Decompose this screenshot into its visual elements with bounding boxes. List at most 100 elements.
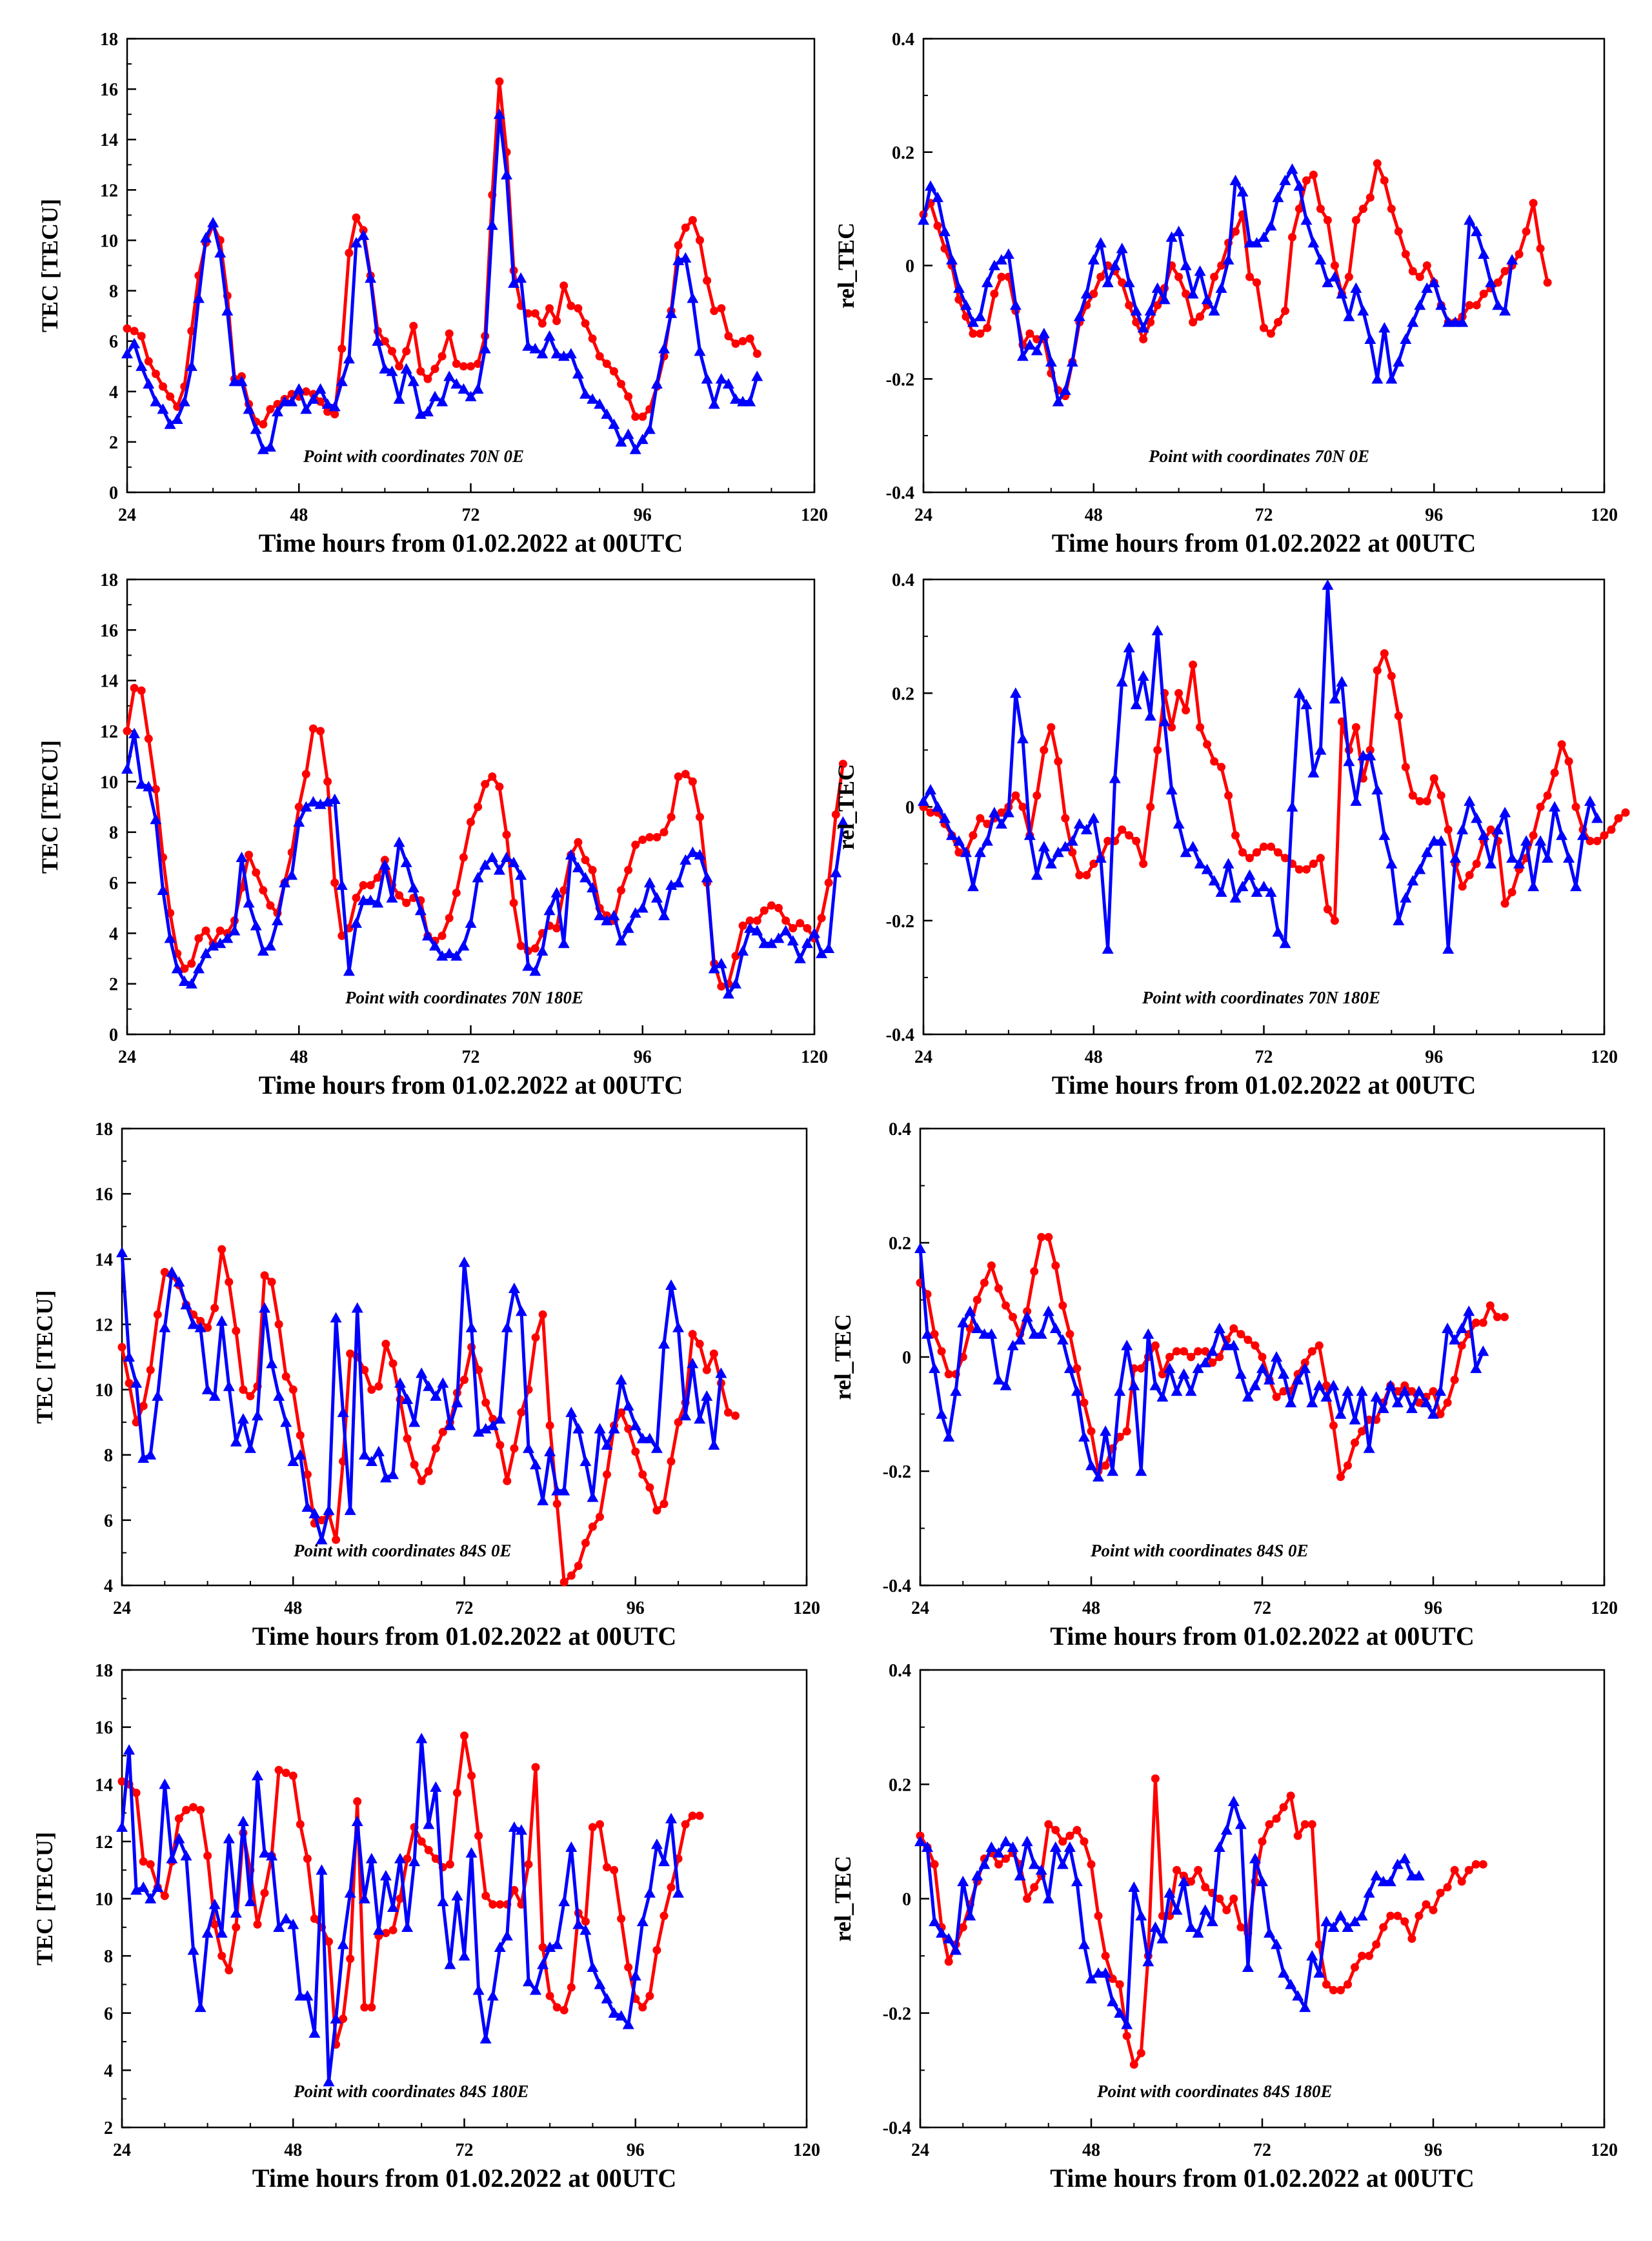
data-point-red	[337, 931, 347, 940]
data-point-red	[1122, 2031, 1131, 2040]
data-point-blue	[394, 1853, 407, 1864]
data-point-blue	[1151, 625, 1163, 636]
data-point-red	[531, 1333, 540, 1342]
data-point-blue	[579, 1924, 592, 1935]
data-point-blue	[408, 1855, 421, 1867]
data-point-red	[624, 1963, 633, 1972]
data-point-blue	[622, 2018, 634, 2029]
data-point-blue	[1286, 163, 1298, 174]
data-point-blue	[615, 1374, 627, 1385]
data-point-red	[1194, 1865, 1203, 1874]
point-annotation: Point with coordinates 84S 0E	[1090, 1541, 1309, 1560]
data-point-red	[624, 392, 633, 401]
x-tick-label: 96	[634, 505, 652, 525]
data-point-blue	[1009, 687, 1022, 698]
data-point-blue	[323, 1504, 335, 1515]
data-point-red	[117, 1343, 126, 1352]
data-point-red	[467, 362, 475, 371]
x-tick-label: 96	[634, 1047, 652, 1067]
data-point-red	[667, 812, 676, 821]
data-point-blue	[1142, 1328, 1154, 1339]
data-point-red	[574, 1562, 583, 1571]
data-point-red	[824, 878, 833, 887]
data-point-blue	[400, 856, 412, 867]
x-tick-label: 72	[1255, 505, 1273, 525]
data-point-blue	[1393, 914, 1405, 925]
data-point-red	[288, 1771, 297, 1780]
data-point-red	[1330, 916, 1339, 925]
data-point-blue	[701, 872, 713, 883]
data-point-blue	[1471, 812, 1483, 823]
data-point-red	[1323, 905, 1332, 914]
data-point-blue	[1400, 333, 1412, 344]
data-point-blue	[223, 1380, 235, 1391]
data-point-red	[502, 830, 511, 839]
data-point-red	[330, 878, 339, 887]
data-point-red	[645, 1483, 654, 1492]
data-point-red	[1236, 1923, 1245, 1932]
x-tick-label: 24	[118, 1047, 136, 1067]
data-point-blue	[936, 1927, 948, 1938]
data-point-blue	[1420, 1396, 1432, 1407]
data-point-red	[1543, 791, 1552, 800]
data-point-blue	[251, 1410, 263, 1421]
x-tick-label: 24	[914, 505, 932, 525]
data-point-blue	[1180, 847, 1192, 858]
data-point-blue	[1435, 1385, 1447, 1396]
x-axis-label: Time hours from 01.02.2022 at 00UTC	[259, 528, 683, 558]
data-point-blue	[236, 376, 248, 387]
data-point-blue	[1222, 858, 1234, 869]
data-point-blue	[386, 892, 398, 903]
data-point-blue	[1251, 237, 1263, 248]
data-point-red	[1258, 1352, 1267, 1362]
data-point-red	[1329, 1985, 1338, 1995]
data-point-red	[1073, 1825, 1082, 1834]
data-point-red	[603, 1470, 611, 1479]
y-tick-label: 0	[905, 798, 914, 818]
data-point-blue	[529, 343, 541, 354]
data-point-red	[1429, 1387, 1438, 1396]
data-point-red	[388, 1359, 398, 1368]
y-tick-label: 8	[104, 1446, 113, 1466]
data-point-red	[1422, 1900, 1431, 1909]
data-point-blue	[967, 880, 979, 892]
data-point-blue	[658, 1855, 670, 1867]
data-point-red	[1294, 205, 1304, 214]
data-point-blue	[765, 938, 778, 949]
data-point-red	[1173, 1865, 1181, 1874]
data-point-blue	[1349, 1915, 1361, 1927]
x-tick-label: 72	[1253, 2140, 1271, 2160]
data-point-blue	[143, 378, 155, 389]
data-point-blue	[565, 1841, 578, 1852]
x-axis-label: Time hours from 01.02.2022 at 00UTC	[259, 1070, 683, 1100]
data-point-red	[1165, 1352, 1174, 1362]
data-point-red	[545, 304, 554, 313]
data-point-blue	[1208, 875, 1220, 886]
data-point-red	[1422, 261, 1431, 270]
data-point-blue	[945, 829, 958, 840]
data-point-blue	[443, 947, 456, 958]
data-point-red	[1279, 1387, 1288, 1396]
data-point-blue	[622, 428, 634, 439]
series-line-blue	[922, 167, 1514, 403]
data-point-blue	[701, 373, 713, 384]
data-point-blue	[337, 1406, 349, 1418]
data-point-red	[1458, 882, 1467, 891]
data-point-red	[1245, 854, 1254, 863]
data-point-blue	[350, 917, 362, 928]
data-point-blue	[173, 1276, 185, 1287]
data-point-blue	[301, 1990, 314, 2001]
data-point-blue	[486, 851, 498, 863]
data-point-red	[524, 1860, 533, 1869]
y-tick-label: 14	[95, 1250, 113, 1270]
data-point-red	[1472, 859, 1481, 869]
data-point-blue	[508, 856, 520, 867]
data-point-red	[1536, 803, 1545, 811]
data-point-blue	[1185, 1921, 1197, 1933]
data-point-blue	[530, 1458, 542, 1470]
data-point-red	[1443, 1398, 1452, 1407]
data-point-red	[1436, 1410, 1445, 1418]
data-point-blue	[629, 907, 641, 918]
data-point-blue	[1178, 1368, 1190, 1379]
data-point-red	[1173, 1347, 1181, 1356]
